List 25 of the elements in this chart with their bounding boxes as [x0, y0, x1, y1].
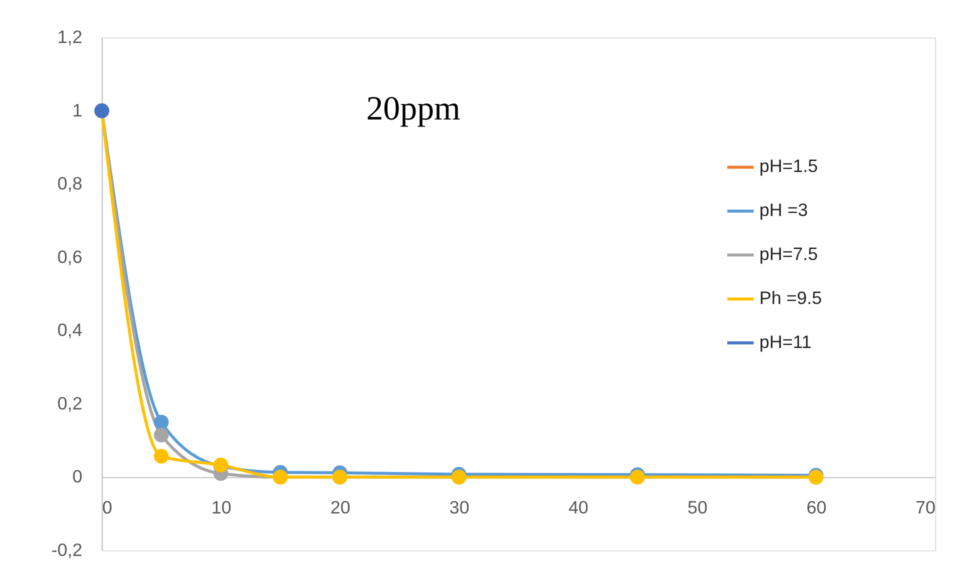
point: [154, 414, 169, 430]
legend-label: Ph =9.5: [759, 288, 822, 308]
x-tick-label: 50: [687, 498, 708, 518]
y-tick-label: 0,4: [57, 320, 82, 340]
y-tick-label: 0,2: [57, 393, 82, 414]
annotation: 20ppm: [366, 90, 460, 128]
y-tick-label: 1: [72, 100, 82, 120]
legend-label: pH=11: [759, 332, 812, 352]
x-tick-label: 10: [211, 498, 232, 518]
x-tick-label: 40: [568, 498, 588, 518]
point: [154, 428, 169, 442]
x-tick-label: 0: [102, 498, 112, 518]
legend-label: pH =3: [759, 200, 808, 220]
x-tick-label: 60: [806, 498, 826, 518]
y-tick-label: -0,2: [51, 540, 82, 560]
x-tick-label: 20: [330, 498, 350, 518]
x-tick-label: 70: [916, 498, 936, 518]
point: [154, 448, 169, 464]
legend-label: pH=7.5: [759, 244, 818, 264]
legend-label: pH=1.5: [759, 156, 818, 176]
x-tick-label: 30: [449, 498, 470, 518]
y-tick-label: 0,6: [57, 246, 82, 267]
y-tick-label: 0,8: [57, 174, 82, 194]
y-tick-label: 1,2: [57, 27, 82, 47]
y-tick-label: 0: [72, 466, 82, 487]
